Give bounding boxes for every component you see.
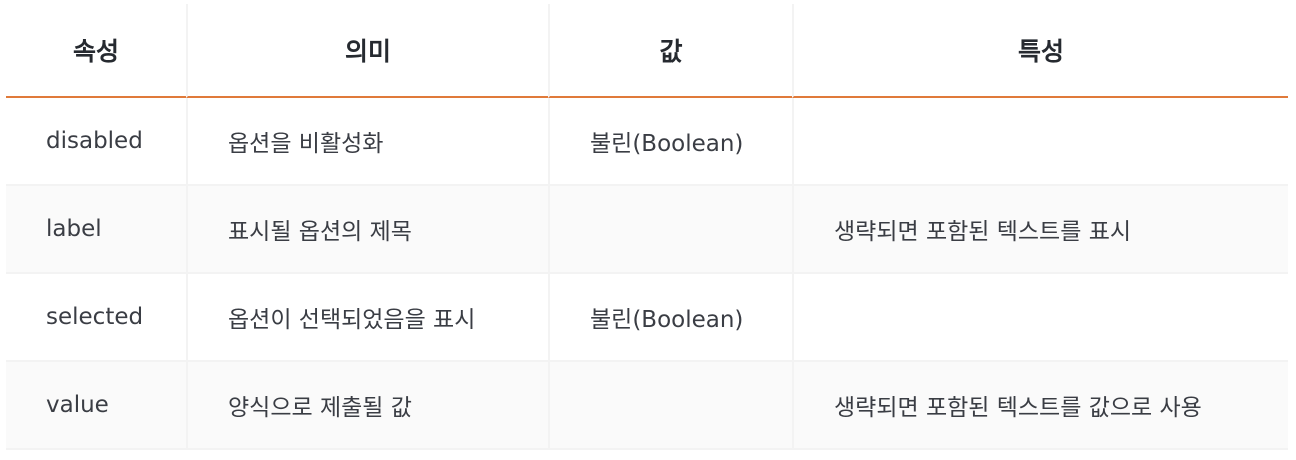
cell-trait bbox=[792, 274, 1288, 362]
header-row: 속성 의미 값 특성 bbox=[6, 4, 1288, 98]
cell-meaning: 옵션을 비활성화 bbox=[186, 98, 548, 186]
header-value: 값 bbox=[548, 4, 792, 98]
attributes-table-wrapper: 속성 의미 값 특성 disabled 옵션을 비활성화 불린(Boolean)… bbox=[6, 4, 1288, 450]
cell-attribute: label bbox=[6, 186, 186, 274]
table-row: selected 옵션이 선택되었음을 표시 불린(Boolean) bbox=[6, 274, 1288, 362]
table-body: disabled 옵션을 비활성화 불린(Boolean) label 표시될 … bbox=[6, 98, 1288, 450]
cell-value: 불린(Boolean) bbox=[548, 98, 792, 186]
cell-trait bbox=[792, 98, 1288, 186]
cell-trait: 생략되면 포함된 텍스트를 표시 bbox=[792, 186, 1288, 274]
header-meaning: 의미 bbox=[186, 4, 548, 98]
cell-meaning: 양식으로 제출될 값 bbox=[186, 362, 548, 450]
cell-trait: 생략되면 포함된 텍스트를 값으로 사용 bbox=[792, 362, 1288, 450]
cell-attribute: disabled bbox=[6, 98, 186, 186]
cell-meaning: 옵션이 선택되었음을 표시 bbox=[186, 274, 548, 362]
table-row: value 양식으로 제출될 값 생략되면 포함된 텍스트를 값으로 사용 bbox=[6, 362, 1288, 450]
header-trait: 특성 bbox=[792, 4, 1288, 98]
cell-value bbox=[548, 362, 792, 450]
table-row: disabled 옵션을 비활성화 불린(Boolean) bbox=[6, 98, 1288, 186]
table-header: 속성 의미 값 특성 bbox=[6, 4, 1288, 98]
option-attributes-table: 속성 의미 값 특성 disabled 옵션을 비활성화 불린(Boolean)… bbox=[6, 4, 1288, 450]
header-attribute: 속성 bbox=[6, 4, 186, 98]
cell-attribute: value bbox=[6, 362, 186, 450]
cell-meaning: 표시될 옵션의 제목 bbox=[186, 186, 548, 274]
table-row: label 표시될 옵션의 제목 생략되면 포함된 텍스트를 표시 bbox=[6, 186, 1288, 274]
cell-value: 불린(Boolean) bbox=[548, 274, 792, 362]
cell-attribute: selected bbox=[6, 274, 186, 362]
cell-value bbox=[548, 186, 792, 274]
